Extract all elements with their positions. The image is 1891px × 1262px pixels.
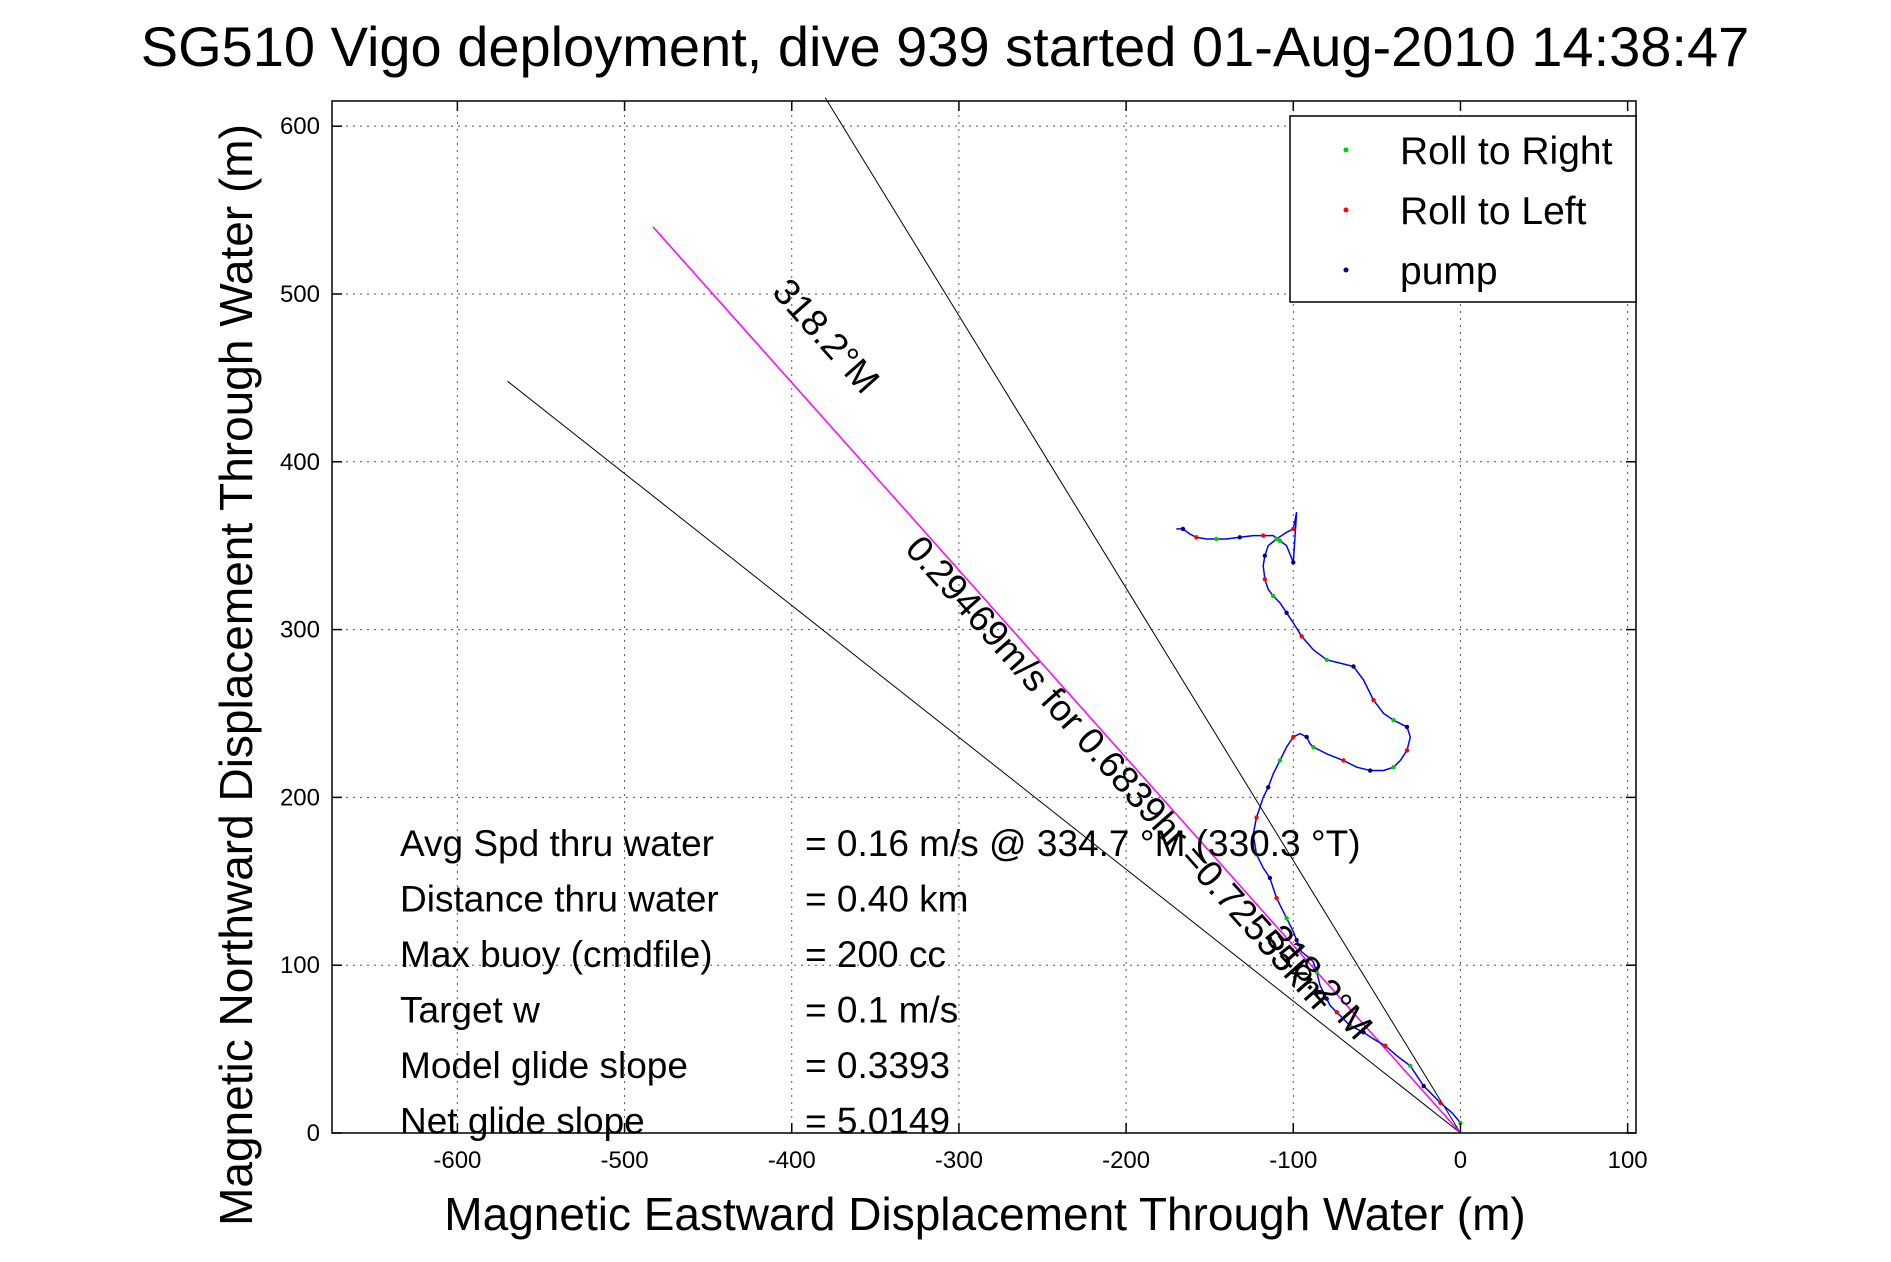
track-point xyxy=(1314,969,1319,975)
stats-annotations: Avg Spd thru water = 0.16 m/s @ 334.7 °M … xyxy=(400,823,1361,1142)
track-point xyxy=(1324,657,1329,662)
x-tick-label: 100 xyxy=(1608,1147,1648,1174)
track-point xyxy=(1284,610,1289,616)
y-tick-label: 0 xyxy=(307,1120,320,1147)
track-point xyxy=(1421,1083,1426,1089)
track-point xyxy=(1391,764,1396,770)
annotation-value: = 0.40 km xyxy=(805,879,969,920)
annotation-value: = 5.0149 xyxy=(805,1101,950,1142)
track-point xyxy=(1307,956,1313,961)
y-tick-label: 400 xyxy=(280,449,320,476)
x-tick-label: -600 xyxy=(433,1147,481,1174)
track-point xyxy=(1237,535,1242,540)
annotation-label: Max buoy (cmdfile) xyxy=(400,934,713,975)
track-point xyxy=(1262,553,1268,558)
track-point xyxy=(1277,758,1283,763)
track-point xyxy=(1194,535,1199,540)
track-point xyxy=(1371,697,1376,703)
track-point xyxy=(1391,718,1396,723)
track-point xyxy=(1438,1100,1443,1105)
legend-label: Roll to Left xyxy=(1400,190,1587,233)
chart-title: SG510 Vigo deployment, dive 939 started … xyxy=(141,15,1750,78)
annotation-value: = 0.3393 xyxy=(805,1045,950,1086)
x-tick-label: -200 xyxy=(1102,1147,1150,1174)
track-point xyxy=(1304,734,1309,740)
axis-ticks: -600 -500 -400 -300 -200 -100 0 100 0 100 200 300 40… xyxy=(280,101,1648,1174)
track-point xyxy=(1458,1120,1463,1126)
bound-line xyxy=(824,97,1461,1134)
annotation-label: Avg Spd thru water xyxy=(400,823,714,864)
track-point xyxy=(1404,748,1410,753)
x-tick-label: -300 xyxy=(935,1147,983,1174)
track-point xyxy=(1324,996,1329,1001)
track-point xyxy=(1274,895,1279,901)
track-point xyxy=(1311,744,1316,750)
track-point xyxy=(1214,536,1219,542)
track-point xyxy=(1347,1023,1353,1028)
track-point xyxy=(1262,577,1268,582)
legend-label: pump xyxy=(1400,250,1498,293)
annotation-value: = 0.16 m/s @ 334.7 °M (330.3 °T) xyxy=(805,823,1361,864)
y-axis-label: Magnetic Northward Displacement Through … xyxy=(210,124,262,1226)
y-tick-label: 200 xyxy=(280,784,320,811)
annotation-label: Distance thru water xyxy=(400,879,719,920)
x-tick-label: 0 xyxy=(1454,1147,1467,1174)
legend-marker xyxy=(1343,147,1349,153)
x-axis-label: Magnetic Eastward Displacement Through W… xyxy=(444,1188,1525,1240)
track-point xyxy=(1291,560,1296,565)
track-point xyxy=(1294,937,1299,943)
y-tick-label: 300 xyxy=(280,617,320,644)
annotation-value: = 0.1 m/s xyxy=(805,990,958,1031)
track-point xyxy=(1180,526,1186,532)
x-tick-label: -500 xyxy=(601,1147,649,1174)
track-point xyxy=(1367,768,1373,773)
x-tick-label: -400 xyxy=(768,1147,816,1174)
heading-line xyxy=(652,226,1462,1134)
track-point xyxy=(1274,536,1279,542)
track-point xyxy=(1284,916,1289,921)
glider-track-line xyxy=(1176,511,1462,1124)
annotation-label: Model glide slope xyxy=(400,1045,688,1086)
track-point xyxy=(1341,758,1346,763)
track-point xyxy=(1299,634,1304,639)
track-point xyxy=(1266,785,1271,790)
track-point xyxy=(1291,526,1296,532)
legend-marker xyxy=(1343,207,1349,213)
legend: Roll to Right Roll to Left pump xyxy=(1289,115,1637,303)
track-point xyxy=(1254,852,1259,857)
annotation-label: Target w xyxy=(400,990,540,1031)
track-point xyxy=(1404,724,1410,730)
track-point xyxy=(1334,1009,1339,1015)
annotation-value: = 200 cc xyxy=(805,934,946,975)
x-tick-label: -100 xyxy=(1269,1147,1317,1174)
track-point xyxy=(1291,734,1296,740)
track-point xyxy=(1267,875,1273,881)
annotation-label: Net glide slope xyxy=(400,1101,645,1142)
y-tick-label: 500 xyxy=(280,281,320,308)
track-point xyxy=(1260,533,1266,538)
track-point xyxy=(1408,1063,1413,1069)
track-point xyxy=(1271,593,1276,599)
bound-line xyxy=(507,380,1461,1134)
track-point xyxy=(1254,815,1259,820)
track-point xyxy=(1383,1043,1388,1048)
y-tick-label: 100 xyxy=(280,952,320,979)
legend-label: Roll to Right xyxy=(1400,130,1613,173)
plot-frame xyxy=(331,100,1637,1134)
legend-marker xyxy=(1343,267,1349,273)
track-point xyxy=(1277,538,1283,543)
track-point xyxy=(1351,664,1356,669)
y-tick-label: 600 xyxy=(280,113,320,140)
track-point xyxy=(1361,1030,1366,1035)
